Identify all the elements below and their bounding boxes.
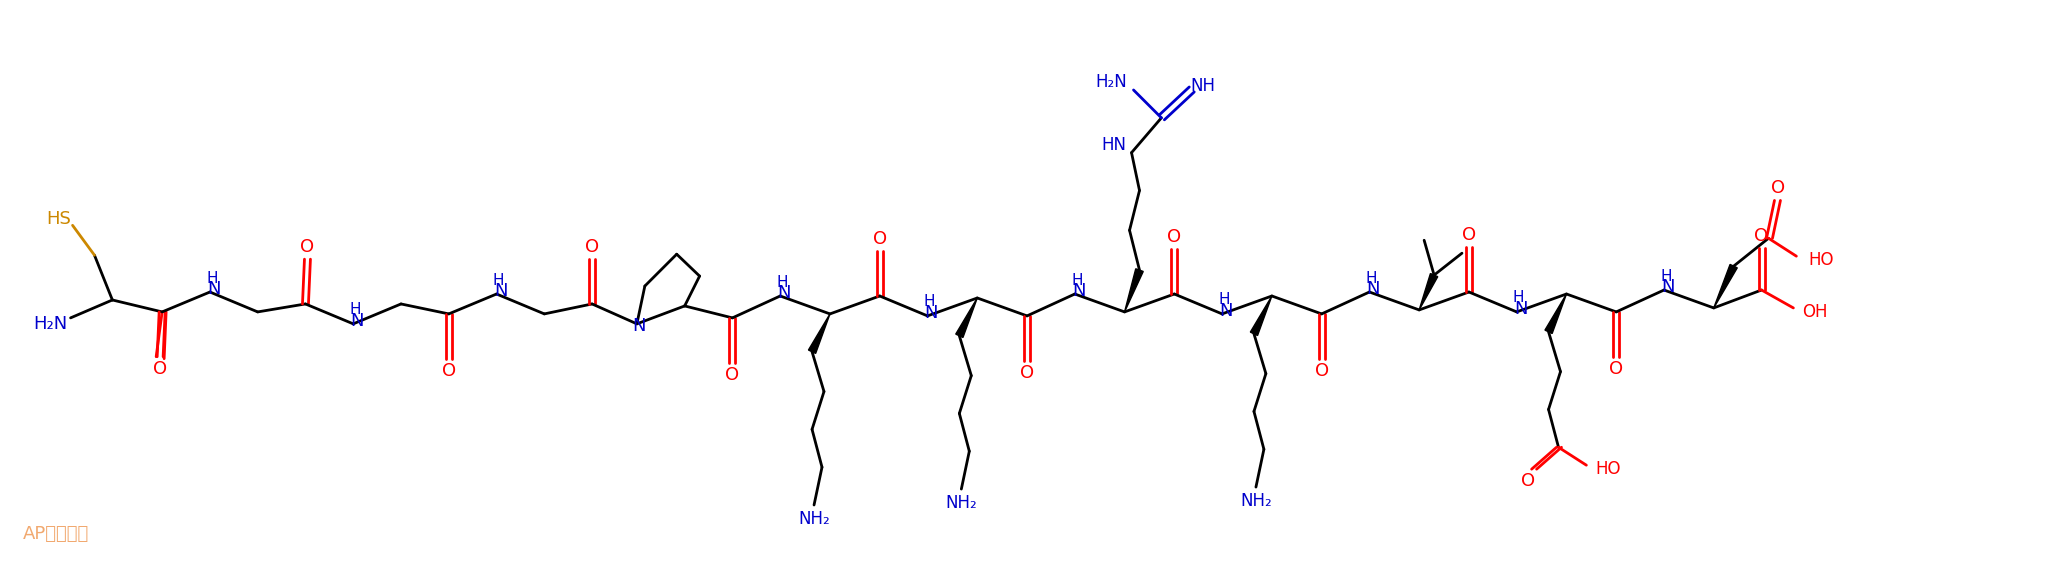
Text: N: N bbox=[777, 284, 791, 302]
Text: N: N bbox=[1514, 300, 1527, 318]
Text: O: O bbox=[1167, 228, 1182, 247]
Text: H₂N: H₂N bbox=[33, 315, 68, 333]
Text: O: O bbox=[1771, 180, 1785, 197]
Text: N: N bbox=[926, 304, 938, 322]
Text: O: O bbox=[1314, 362, 1328, 380]
Text: N: N bbox=[494, 282, 508, 300]
Text: O: O bbox=[1021, 363, 1035, 382]
Polygon shape bbox=[1250, 296, 1273, 336]
Text: H: H bbox=[924, 295, 936, 309]
Text: O: O bbox=[725, 366, 740, 384]
Text: AP专肽生物: AP专肽生物 bbox=[23, 525, 89, 543]
Polygon shape bbox=[1124, 269, 1142, 312]
Polygon shape bbox=[1419, 274, 1438, 310]
Text: O: O bbox=[1609, 360, 1624, 377]
Text: H: H bbox=[1661, 269, 1671, 284]
Text: O: O bbox=[300, 238, 314, 256]
Text: HO: HO bbox=[1808, 251, 1835, 269]
Text: H: H bbox=[1512, 291, 1525, 305]
Text: HN: HN bbox=[1101, 136, 1126, 154]
Text: O: O bbox=[153, 360, 167, 377]
Text: N: N bbox=[351, 312, 364, 330]
Text: O: O bbox=[1521, 472, 1535, 490]
Text: HO: HO bbox=[1595, 460, 1622, 478]
Text: H: H bbox=[494, 272, 504, 288]
Polygon shape bbox=[957, 298, 977, 338]
Text: H: H bbox=[349, 302, 362, 318]
Text: OH: OH bbox=[1802, 303, 1828, 321]
Text: O: O bbox=[1463, 226, 1475, 244]
Polygon shape bbox=[808, 314, 831, 353]
Text: HS: HS bbox=[45, 210, 70, 228]
Text: H: H bbox=[207, 271, 217, 285]
Text: N: N bbox=[1219, 302, 1233, 320]
Text: N: N bbox=[207, 280, 221, 298]
Text: O: O bbox=[1754, 227, 1768, 245]
Text: NH: NH bbox=[1190, 77, 1215, 95]
Text: N: N bbox=[1661, 278, 1676, 296]
Text: NH₂: NH₂ bbox=[797, 510, 831, 528]
Polygon shape bbox=[1715, 264, 1738, 308]
Text: N: N bbox=[1366, 280, 1380, 298]
Text: H: H bbox=[1366, 271, 1378, 285]
Text: H: H bbox=[1070, 272, 1083, 288]
Polygon shape bbox=[1545, 294, 1566, 333]
Text: NH₂: NH₂ bbox=[1240, 492, 1273, 510]
Text: H: H bbox=[777, 275, 787, 289]
Text: H₂N: H₂N bbox=[1095, 73, 1128, 91]
Text: O: O bbox=[442, 362, 457, 380]
Text: NH₂: NH₂ bbox=[946, 494, 977, 512]
Text: N: N bbox=[632, 317, 645, 335]
Text: H: H bbox=[1219, 292, 1229, 308]
Text: N: N bbox=[1072, 282, 1085, 300]
Text: O: O bbox=[585, 238, 599, 256]
Text: O: O bbox=[872, 230, 886, 248]
